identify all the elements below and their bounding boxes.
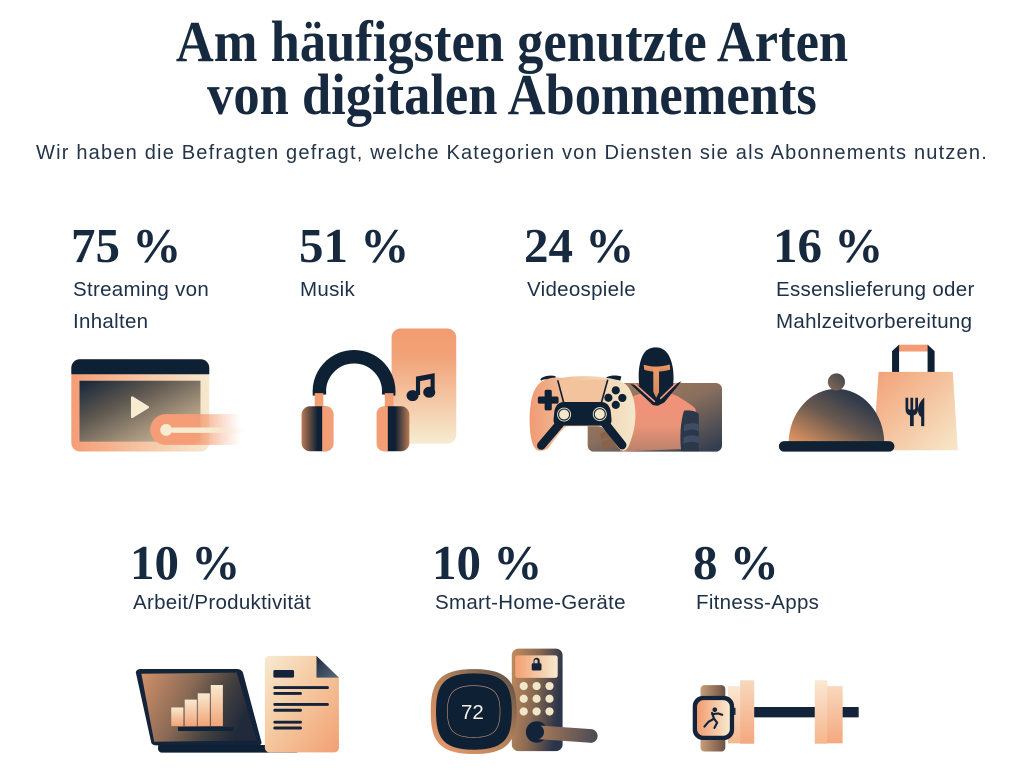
- svg-text:72: 72: [461, 701, 484, 724]
